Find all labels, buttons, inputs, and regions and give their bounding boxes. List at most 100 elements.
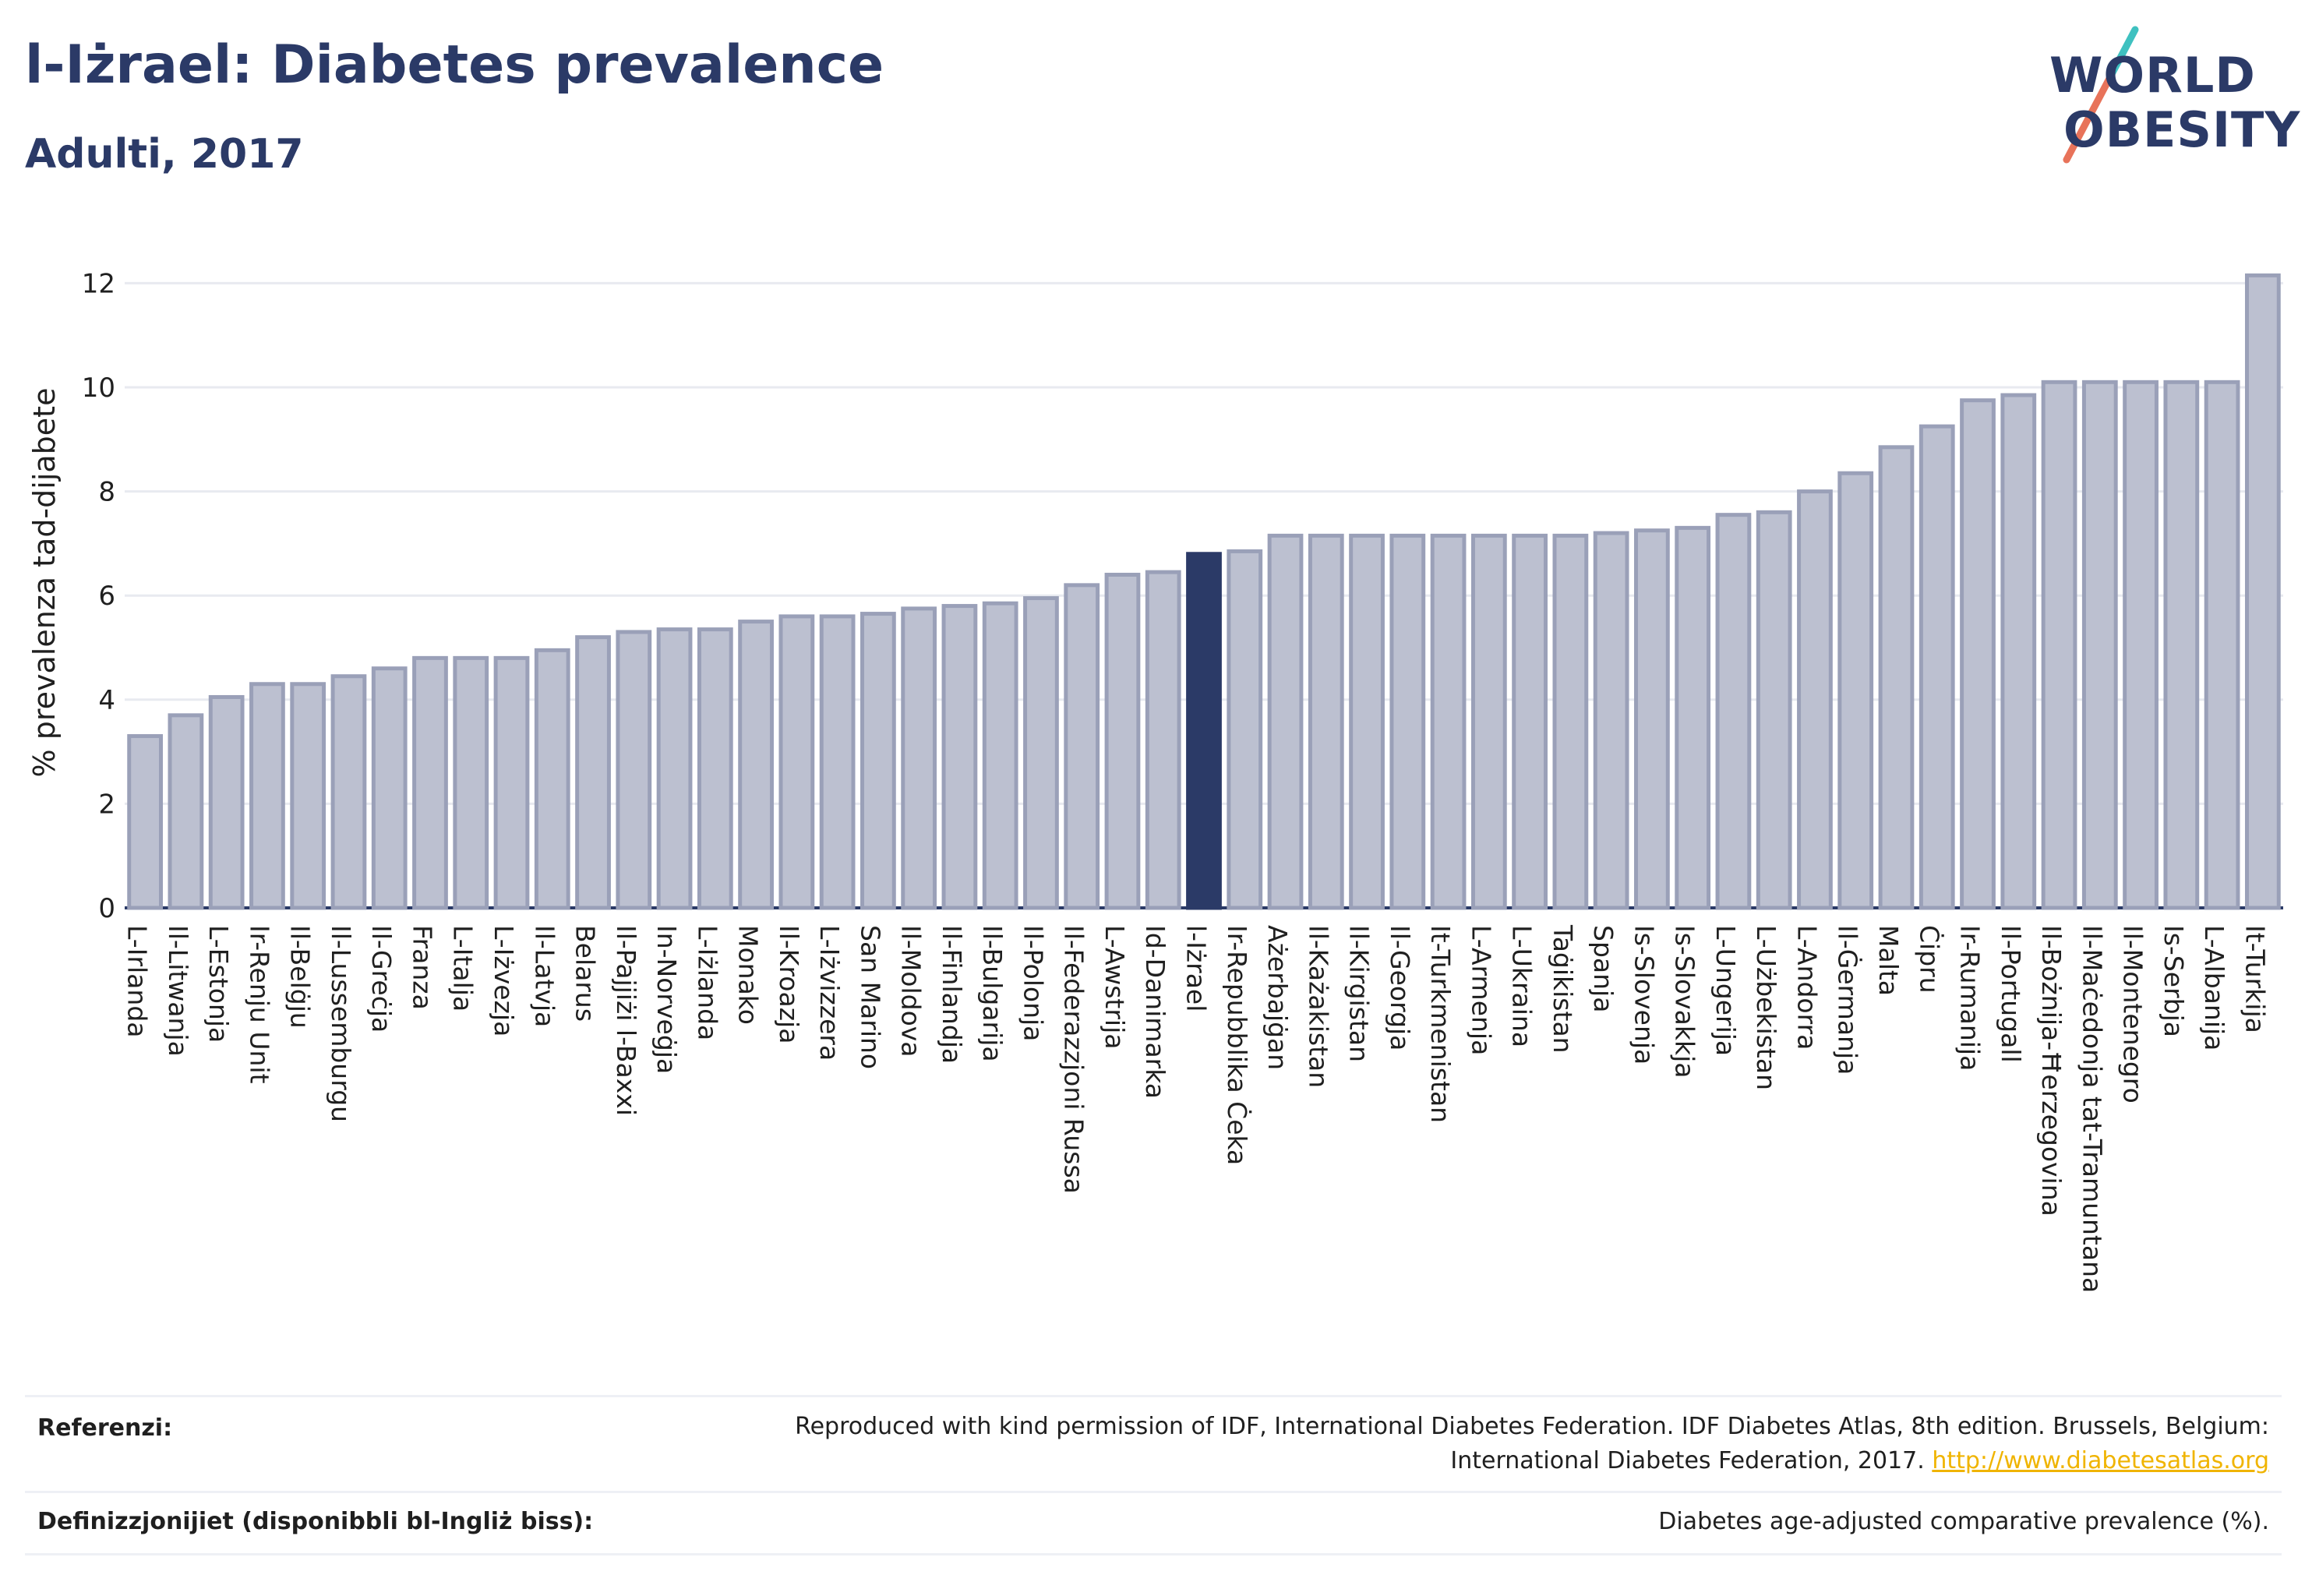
diabetes-atlas-link[interactable]: http://www.diabetesatlas.org <box>1932 1447 2269 1474</box>
x-tick-label: L-Andorra <box>1791 925 1822 1050</box>
y-tick-label: 0 <box>98 893 115 924</box>
bar-Belarus[interactable] <box>575 635 611 910</box>
bar-Ir-Renju Unit[interactable] <box>249 682 285 910</box>
x-tick-label: Ir-Renju Unit <box>244 925 274 1084</box>
bar-L-Iżlanda[interactable] <box>697 627 733 910</box>
x-tick-label: Il-Kroazja <box>774 925 804 1043</box>
bars <box>127 273 2281 910</box>
bar-Ċipru[interactable] <box>1918 424 1955 910</box>
bar-Ir-Repubblika Ċeka[interactable] <box>1227 549 1263 910</box>
bar-Il-Maċedonja tat-Tramuntana[interactable] <box>2081 380 2118 910</box>
logo-slash-icon <box>2063 26 2139 164</box>
bar-L-Użbekistan[interactable] <box>1756 510 1792 910</box>
bar-In-Norveġja[interactable] <box>656 627 693 910</box>
bar-Il-Ġermanja[interactable] <box>1837 471 1874 910</box>
bar-Ażerbajġan[interactable] <box>1267 533 1304 910</box>
references-row: Referenzi: Reproduced with kind permissi… <box>25 1395 2282 1493</box>
x-tick-label: Il-Polonja <box>1018 925 1048 1041</box>
chart-title: l-Iżrael: Diabetes prevalence <box>25 34 884 96</box>
x-tick-label: Malta <box>1873 925 1904 996</box>
bar-Id-Danimarka[interactable] <box>1145 570 1181 910</box>
x-tick-label: Ċipru <box>1914 925 1945 994</box>
bar-L-Irlanda[interactable] <box>127 734 164 910</box>
x-tick-label: Il-Maċedonja tat-Tramuntana <box>2077 925 2107 1293</box>
x-tick-label: Ażerbajġan <box>1262 925 1293 1070</box>
bar-Taġikistan[interactable] <box>1552 533 1589 910</box>
x-tick-label: Belarus <box>570 925 601 1022</box>
bar-L-Ungerija[interactable] <box>1715 513 1752 910</box>
definitions-label: Definizzjonijiet (disponibbli bl-Ingliż … <box>37 1508 594 1535</box>
bar-Il-Georgja[interactable] <box>1389 533 1426 910</box>
x-tick-label: Il-Pajjiżi l-Baxxi <box>611 925 641 1116</box>
bar-L-Iżvizzera[interactable] <box>819 614 856 910</box>
bar-Il-Finlandja[interactable] <box>941 604 978 910</box>
x-tick-label: In-Norveġja <box>651 925 682 1074</box>
bar-L-Armenja[interactable] <box>1470 533 1507 910</box>
bar-Il-Greċja[interactable] <box>371 666 408 910</box>
x-tick-label: Il-Georgja <box>1385 925 1415 1050</box>
bar-L-Ukraina[interactable] <box>1512 533 1548 910</box>
bar-It-Turkija[interactable] <box>2244 273 2281 910</box>
x-tick-label: Spanja <box>1588 925 1618 1012</box>
definitions-row: Definizzjonijiet (disponibbli bl-Ingliż … <box>25 1491 2282 1555</box>
bar-Il-Litwanja[interactable] <box>168 713 204 910</box>
bar-Il-Kroazja[interactable] <box>778 614 815 910</box>
bar-Ir-Rumanija[interactable] <box>1960 398 1996 910</box>
references-citation: Reproduced with kind permission of IDF, … <box>795 1413 2269 1440</box>
bar-Il-Belġju[interactable] <box>290 682 327 910</box>
x-tick-label: It-Turkmenistan <box>1425 925 1456 1123</box>
x-tick-label: Is-Serbja <box>2159 925 2189 1037</box>
bar-Malta[interactable] <box>1878 445 1915 910</box>
bar-Il-Kirgistan[interactable] <box>1349 533 1385 910</box>
bar-Il-Moldova[interactable] <box>901 606 937 910</box>
bar-Il-Montenegro[interactable] <box>2123 380 2159 910</box>
bar-Il-Polonja[interactable] <box>1023 596 1059 910</box>
bar-L-Awstrija[interactable] <box>1104 572 1141 910</box>
bar-l-Iżrael[interactable] <box>1186 552 1222 910</box>
bar-chart: 0 2 4 6 8 10 12 L-Irlanda Il-Litwanja L-Estonja I… <box>27 268 2283 1293</box>
references-label: Referenzi: <box>37 1414 173 1442</box>
y-axis-ticks: 0 2 4 6 8 10 12 <box>82 268 115 924</box>
bar-Il-Latvja[interactable] <box>534 648 570 910</box>
world-obesity-logo: WORLD OBESITY <box>2026 16 2300 171</box>
bar-Is-Serbja[interactable] <box>2163 380 2200 910</box>
x-tick-label: Is-Slovenja <box>1629 925 1659 1065</box>
x-tick-label: L-Albanija <box>2199 925 2229 1050</box>
x-tick-label: L-Iżvizzera <box>814 925 845 1061</box>
x-tick-label: Ir-Repubblika Ċeka <box>1222 925 1253 1165</box>
bar-Is-Slovenja[interactable] <box>1634 528 1670 910</box>
x-tick-label: L-Italja <box>448 925 478 1012</box>
x-tick-label: Il-Moldova <box>896 925 927 1058</box>
x-tick-label: Il-Lussemburgu <box>326 925 356 1122</box>
x-tick-label: L-Ungerija <box>1710 925 1741 1056</box>
bar-Il-Pajjiżi l-Baxxi[interactable] <box>616 630 652 910</box>
x-tick-label: Il-Kirgistan <box>1344 925 1375 1062</box>
bar-Franza[interactable] <box>412 655 448 910</box>
bar-Monako[interactable] <box>738 620 774 910</box>
bar-It-Turkmenistan[interactable] <box>1430 533 1467 910</box>
bar-Is-Slovakkja[interactable] <box>1675 525 1711 910</box>
bar-L-Iżvezja[interactable] <box>493 655 530 910</box>
bar-L-Italja[interactable] <box>453 655 489 910</box>
bar-San Marino[interactable] <box>860 612 896 910</box>
x-tick-label: Monako <box>733 925 764 1025</box>
x-tick-label: Il-Bożnija-Ħerzegovina <box>2036 925 2067 1216</box>
logo-text-world: WORLD <box>2049 47 2256 104</box>
bar-Il-Lussemburgu[interactable] <box>330 674 367 910</box>
bar-L-Albanija[interactable] <box>2204 380 2240 910</box>
bar-Spanja[interactable] <box>1593 531 1629 910</box>
bar-L-Estonja[interactable] <box>208 694 245 910</box>
bar-Il-Bulgarija[interactable] <box>982 601 1018 910</box>
bar-Il-Bożnija-Ħerzegovina[interactable] <box>2041 380 2077 910</box>
y-tick-label: 10 <box>82 373 115 404</box>
bar-Il-Federazzjoni Russa[interactable] <box>1064 583 1100 910</box>
bar-Il-Portugall[interactable] <box>2000 393 2037 910</box>
x-tick-label: It-Turkija <box>2240 925 2270 1033</box>
x-tick-label: L-Awstrija <box>1100 925 1130 1049</box>
y-tick-label: 2 <box>98 789 115 820</box>
bar-Il-Każakistan[interactable] <box>1308 533 1344 910</box>
y-tick-label: 8 <box>98 477 115 508</box>
y-axis-label: % prevalenza tad-dijabete <box>27 388 62 778</box>
bar-L-Andorra[interactable] <box>1797 489 1833 910</box>
x-tick-label: Il-Greċja <box>366 925 397 1033</box>
